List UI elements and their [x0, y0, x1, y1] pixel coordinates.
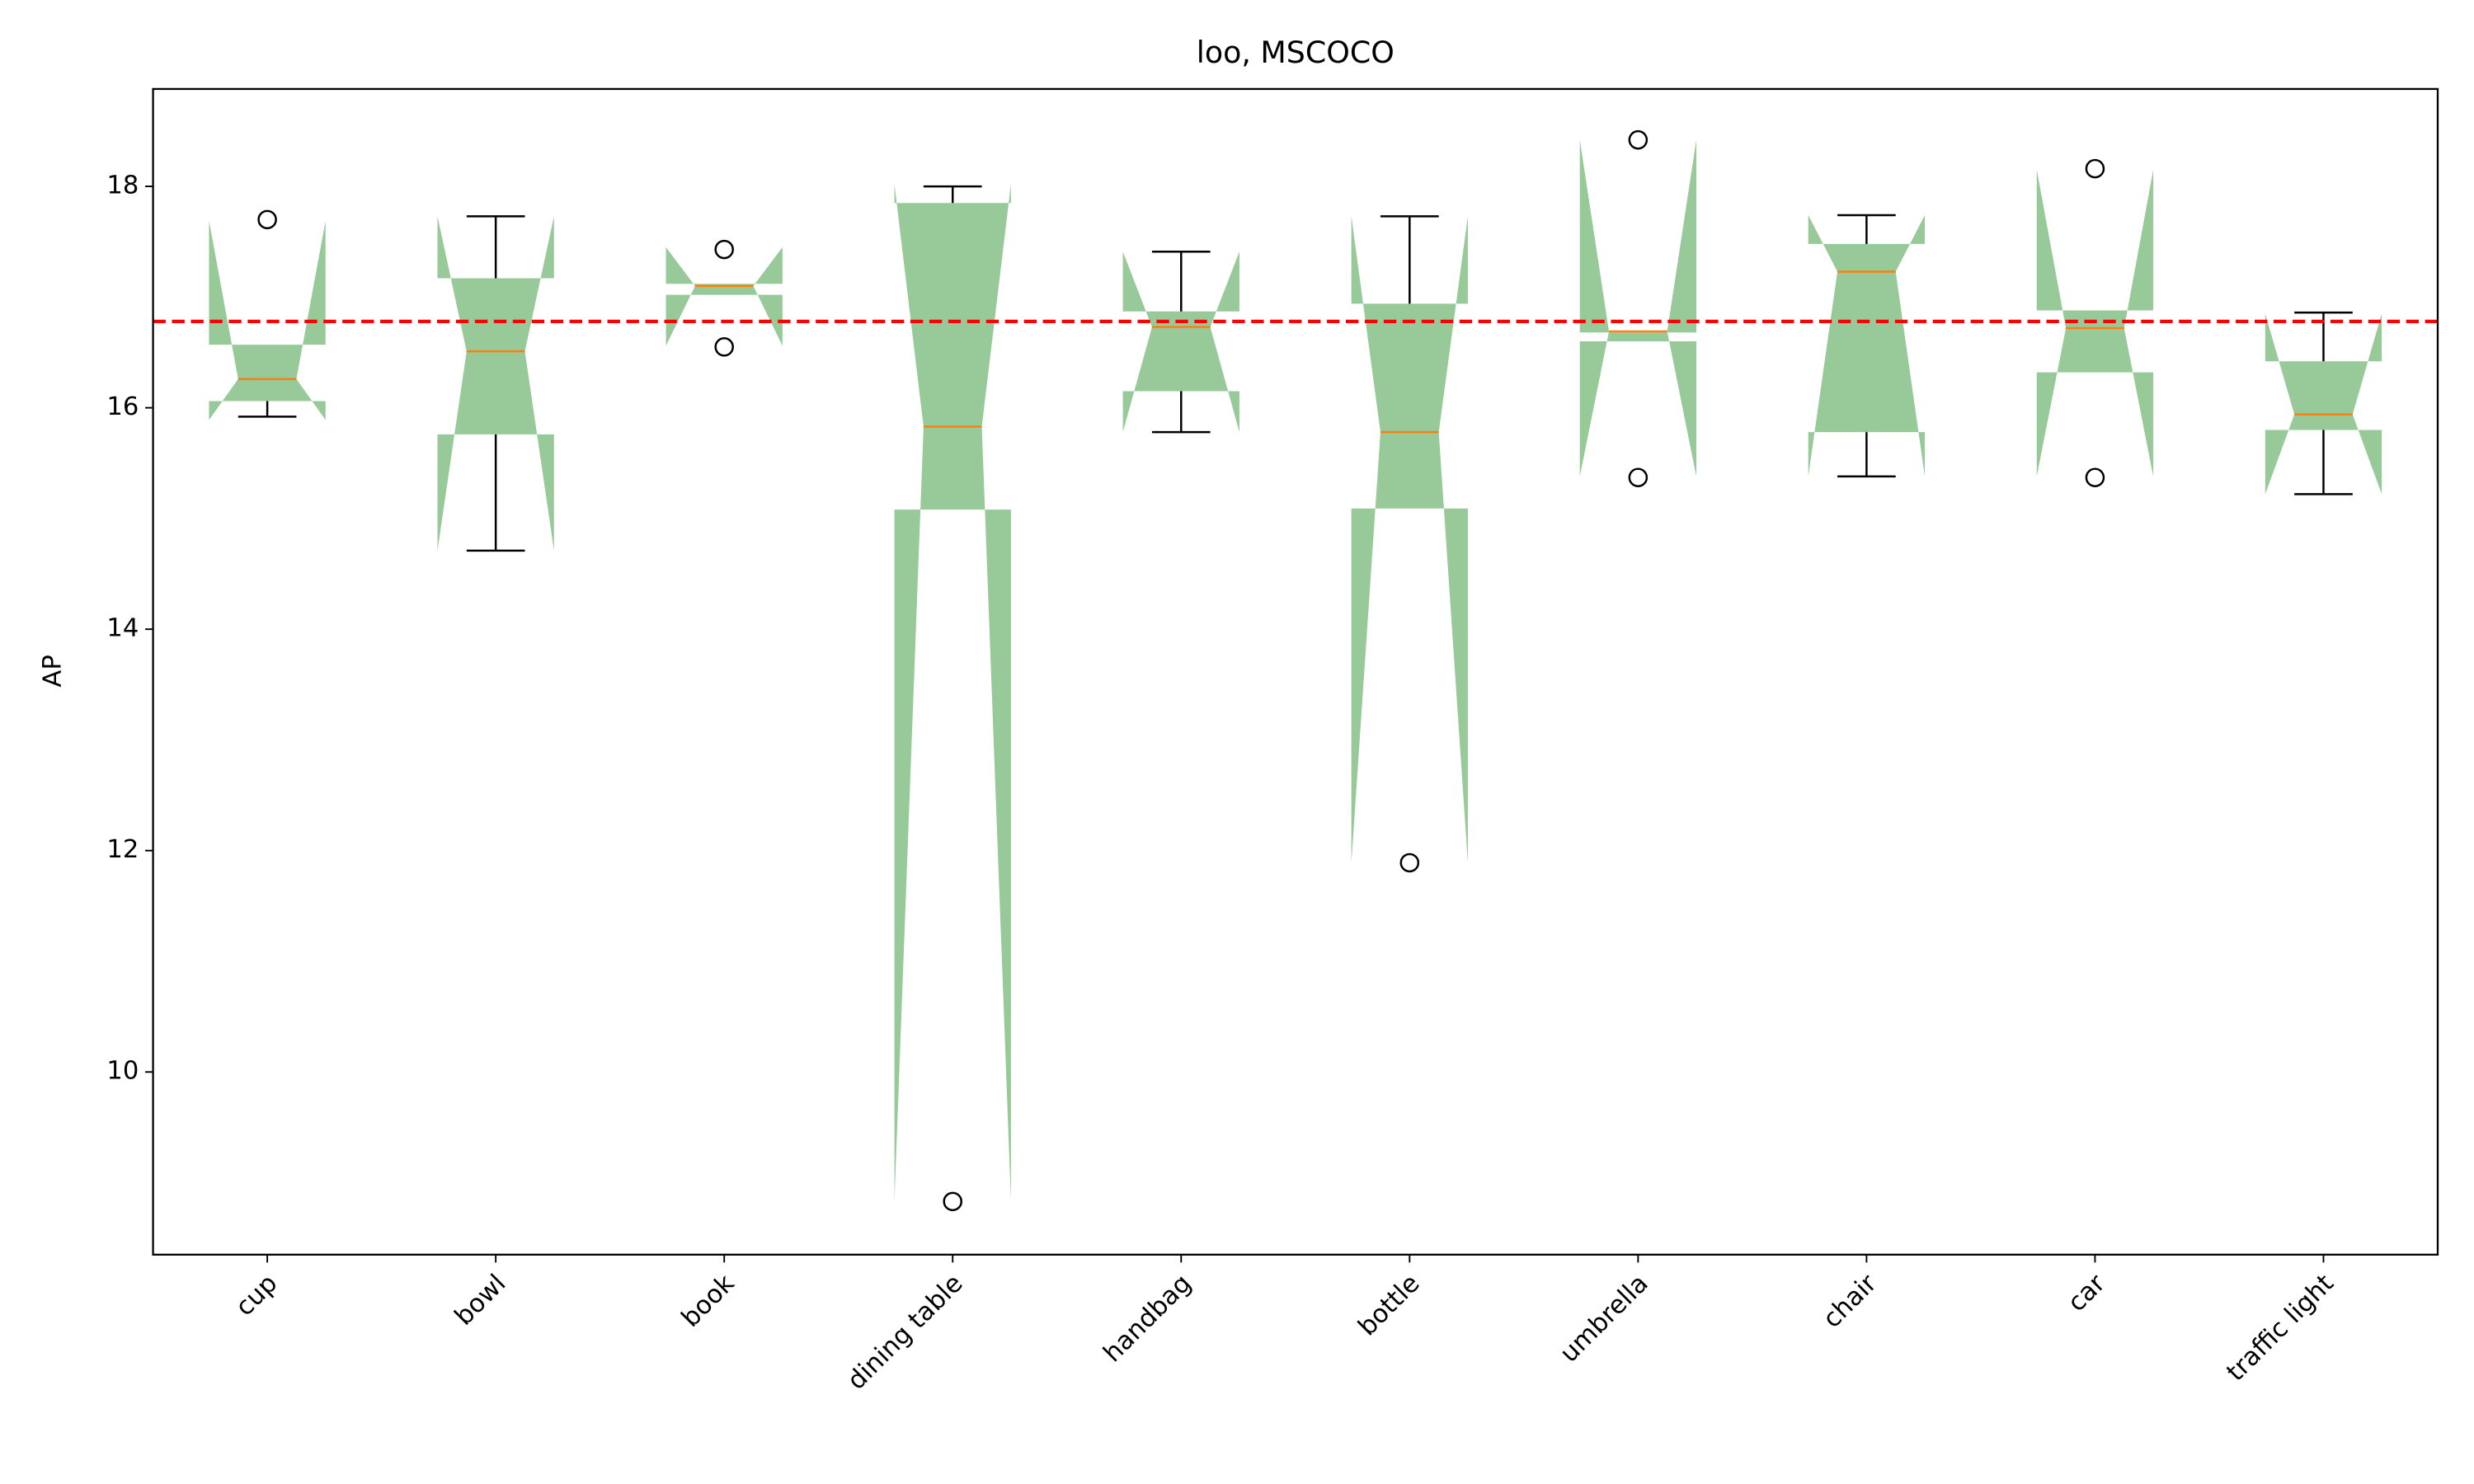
box: [437, 216, 554, 551]
flier: [943, 1191, 962, 1212]
plot-frame: [152, 87, 2439, 1256]
x-tick-label: cup: [230, 1269, 283, 1322]
x-tick-label: car: [2062, 1269, 2111, 1317]
flier: [1628, 129, 1649, 150]
flier: [714, 239, 734, 260]
y-tick-label: 14: [106, 614, 139, 643]
box: [894, 184, 1011, 1201]
x-tick-label: umbrella: [1554, 1269, 1653, 1368]
y-tick-label: 10: [106, 1057, 139, 1086]
y-tick-label: 16: [106, 392, 139, 421]
x-tick-label: bowl: [449, 1269, 511, 1331]
box: [1808, 214, 1926, 477]
x-tick-label: book: [676, 1269, 741, 1333]
box: [2265, 313, 2382, 495]
box: [666, 247, 783, 346]
flier: [714, 336, 734, 357]
box: [209, 220, 326, 420]
flier: [257, 209, 277, 230]
x-tick-label: traffic light: [2222, 1269, 2340, 1387]
box: [1351, 216, 1468, 863]
chart-title: loo, MSCOCO: [1197, 35, 1395, 70]
x-tick-label: chair: [1818, 1269, 1883, 1334]
flier: [2085, 467, 2105, 487]
x-tick-label: handbag: [1098, 1269, 1197, 1368]
y-axis-label: AP: [39, 655, 68, 687]
flier: [2085, 158, 2105, 179]
y-tick-label: 18: [106, 171, 139, 200]
box: [1122, 251, 1239, 433]
flier: [1628, 467, 1649, 487]
box: [1579, 139, 1696, 477]
x-tick-label: bottle: [1353, 1269, 1426, 1341]
y-tick-label: 12: [106, 835, 139, 864]
flier: [1399, 852, 1420, 873]
x-tick-label: dining table: [842, 1269, 968, 1395]
